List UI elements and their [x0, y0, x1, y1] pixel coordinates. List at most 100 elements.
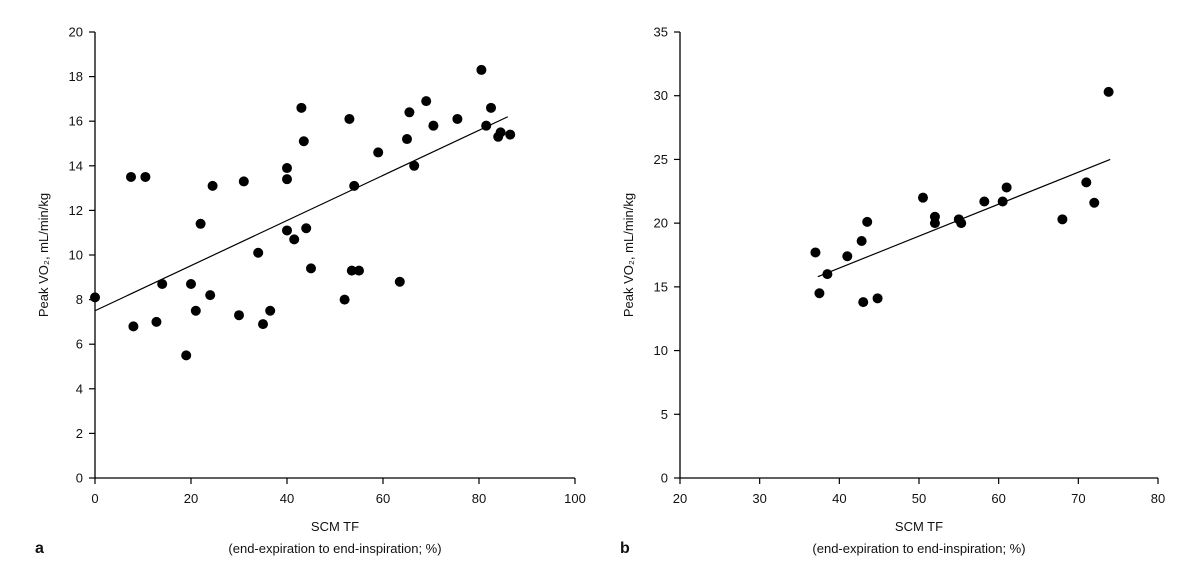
data-point-a	[505, 129, 516, 140]
panel-letter-a: a	[35, 540, 44, 557]
data-point-a	[238, 176, 249, 187]
data-point-b	[856, 235, 867, 246]
data-point-a	[476, 64, 487, 75]
y-ticks-b: 0 5 10 15 20 25 30 35	[654, 25, 680, 486]
data-point-a	[157, 278, 168, 289]
y-tick-label-a: 6	[76, 337, 83, 352]
x-axis-subtitle-b: (end-expiration to end-inspiration; %)	[812, 541, 1025, 556]
data-point-a	[205, 290, 216, 301]
panel-b: 0 5 10 15 20 25 30 35 20 30 40 50 60 70 80 Peak VO₂, …	[620, 25, 1165, 558]
data-point-b	[1081, 177, 1092, 188]
data-point-a	[140, 171, 151, 182]
x-tick-label-b: 40	[832, 491, 846, 506]
y-tick-label-a: 0	[76, 471, 83, 486]
data-point-a	[253, 247, 264, 258]
y-tick-label-b: 10	[654, 343, 668, 358]
y-tick-label-b: 20	[654, 216, 668, 231]
y-tick-label-b: 35	[654, 25, 668, 40]
y-tick-label-a: 12	[69, 203, 83, 218]
x-tick-label-b: 20	[673, 491, 687, 506]
y-tick-label-a: 20	[69, 25, 83, 40]
x-tick-label-a: 20	[184, 491, 198, 506]
data-point-a	[234, 310, 244, 321]
y-tick-label-b: 0	[661, 471, 668, 486]
data-point-a	[354, 265, 364, 276]
data-point-a	[207, 180, 218, 191]
x-axis-title-b: SCM TF	[895, 519, 943, 534]
y-axis-title-a: Peak VO₂, mL/min/kg	[36, 193, 51, 317]
x-tick-label-b: 50	[912, 491, 926, 506]
x-ticks-b: 20 30 40 50 60 70 80	[673, 478, 1165, 506]
data-point-a	[339, 294, 350, 305]
panel-a: 0 2 4 6 8 10 12 14 16 18 20 0 20 40 60 80 100 Peak VO₂,…	[35, 25, 586, 558]
data-point-b	[917, 192, 928, 203]
y-tick-label-a: 18	[69, 69, 83, 84]
data-point-a	[126, 171, 136, 182]
data-point-a	[394, 276, 405, 287]
data-point-a	[289, 234, 300, 245]
data-point-b	[1103, 86, 1114, 97]
data-point-a	[186, 278, 196, 289]
data-point-a	[181, 350, 192, 361]
regression-line-b	[817, 158, 1111, 278]
y-tick-label-b: 5	[661, 407, 668, 422]
x-axis-title-a: SCM TF	[311, 519, 359, 534]
x-ticks-a: 0 20 40 60 80 100	[91, 478, 586, 506]
data-point-b	[814, 288, 825, 299]
x-tick-label-a: 60	[376, 491, 390, 506]
y-axis-title-b: Peak VO₂, mL/min/kg	[621, 193, 636, 317]
data-point-b	[858, 297, 869, 308]
y-tick-label-a: 16	[69, 114, 83, 129]
data-point-a	[282, 174, 292, 185]
y-tick-label-b: 15	[654, 279, 668, 294]
data-point-a	[373, 147, 384, 158]
panel-letter-b: b	[620, 540, 630, 557]
data-point-a	[265, 305, 276, 316]
x-tick-label-a: 40	[280, 491, 294, 506]
data-point-a	[306, 263, 316, 274]
y-ticks-a: 0 2 4 6 8 10 12 14 16 18 20	[69, 25, 95, 486]
y-tick-label-b: 30	[654, 88, 668, 103]
y-tick-label-a: 4	[76, 381, 83, 396]
y-tick-label-a: 2	[76, 426, 83, 441]
scatter-points-a	[90, 64, 516, 361]
data-point-a	[402, 134, 412, 145]
data-point-a	[298, 136, 309, 147]
x-tick-label-a: 0	[91, 491, 98, 506]
y-tick-label-b: 25	[654, 152, 668, 167]
regression-line-a	[94, 116, 509, 312]
data-point-a	[452, 113, 463, 124]
y-tick-label-a: 8	[76, 292, 83, 307]
data-point-a	[195, 218, 206, 229]
data-point-a	[296, 102, 307, 113]
data-point-b	[810, 247, 821, 258]
data-point-a	[258, 319, 268, 330]
data-point-a	[282, 163, 292, 174]
data-point-a	[486, 102, 496, 113]
data-point-a	[128, 321, 139, 332]
y-tick-label-a: 14	[69, 158, 83, 173]
data-point-a	[301, 223, 312, 234]
data-point-b	[1001, 182, 1012, 193]
data-point-a	[282, 225, 292, 236]
data-point-a	[151, 316, 162, 327]
data-point-a	[428, 120, 439, 131]
data-point-b	[929, 218, 940, 229]
data-point-b	[979, 196, 990, 207]
data-point-a	[495, 127, 506, 138]
data-point-b	[872, 293, 883, 304]
scatter-points-b	[810, 86, 1114, 308]
y-tick-label-a: 10	[69, 248, 83, 263]
data-point-a	[344, 113, 355, 124]
x-tick-label-a: 100	[564, 491, 586, 506]
data-point-a	[346, 265, 357, 276]
data-point-a	[409, 160, 420, 171]
x-axis-subtitle-a: (end-expiration to end-inspiration; %)	[228, 541, 441, 556]
x-tick-label-b: 30	[752, 491, 766, 506]
data-point-b	[1057, 214, 1068, 225]
x-tick-label-b: 70	[1071, 491, 1085, 506]
data-point-a	[190, 305, 201, 316]
data-point-a	[404, 107, 415, 118]
data-point-b	[862, 216, 873, 227]
data-point-b	[1089, 197, 1100, 208]
